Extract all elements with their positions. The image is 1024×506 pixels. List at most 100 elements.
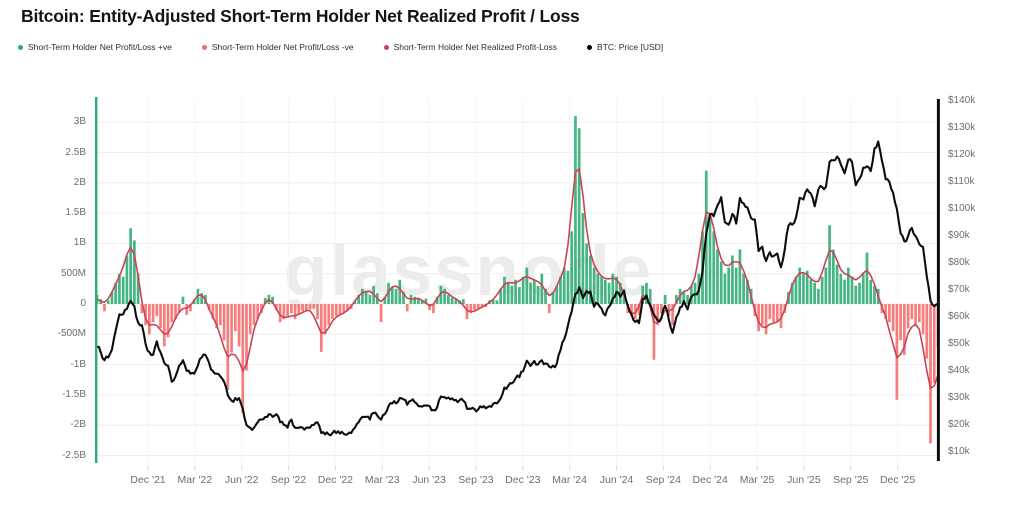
bar-net-profit [831, 249, 835, 304]
legend-item-label: Short-Term Holder Net Profit/Loss +ve [28, 42, 172, 52]
bar-net-loss [162, 304, 166, 347]
bar-net-loss [323, 304, 327, 335]
bar-net-loss [308, 304, 312, 310]
bar-net-loss [342, 304, 346, 314]
bar-net-profit [200, 293, 204, 304]
bar-net-loss [177, 304, 181, 314]
bar-net-profit [503, 276, 506, 304]
bar-net-profit [271, 296, 275, 304]
bar-net-loss [327, 304, 331, 326]
bar-net-loss [895, 304, 899, 400]
bar-net-loss [772, 304, 775, 323]
bar-net-loss [297, 304, 301, 315]
bar-net-profit [417, 299, 420, 304]
bar-net-loss [921, 304, 925, 335]
bar-net-profit [424, 298, 428, 304]
bar-net-profit [611, 273, 615, 304]
left-axis-tick-label: 500M [60, 267, 86, 279]
bar-net-profit [263, 297, 267, 304]
bar-net-loss [334, 304, 338, 317]
bar-net-profit [402, 291, 405, 304]
bar-net-loss [230, 304, 233, 353]
bar-net-profit [596, 273, 600, 304]
right-axis-tick-label: $120k [948, 149, 976, 160]
bar-net-profit [181, 296, 185, 304]
x-axis-tick-label: Dec '22 [317, 474, 354, 486]
bar-net-loss [764, 304, 768, 335]
chart-title: Bitcoin: Entity-Adjusted Short-Term Hold… [21, 6, 580, 26]
legend-item-3[interactable]: BTC: Price [USD] [587, 42, 663, 52]
bar-net-loss [211, 304, 215, 320]
bar-net-loss [241, 304, 245, 414]
bar-net-profit [364, 291, 368, 304]
bar-net-profit [454, 299, 458, 304]
net-realized-pl-line [96, 167, 939, 390]
bar-net-profit [357, 294, 360, 304]
bar-net-profit [368, 294, 372, 304]
bar-net-profit [689, 285, 693, 304]
legend-item-1[interactable]: Short-Term Holder Net Profit/Loss -ve [201, 42, 354, 52]
bar-net-profit [136, 273, 140, 304]
legend-item-0[interactable]: Short-Term Holder Net Profit/Loss +ve [18, 42, 172, 52]
bar-net-profit [742, 273, 745, 304]
bar-net-loss [473, 304, 476, 311]
bar-net-profit [398, 279, 402, 304]
legend-item-2[interactable]: Short-Term Holder Net Realized Profit-Lo… [383, 42, 557, 52]
bar-net-profit [118, 273, 121, 304]
bar-net-loss [884, 304, 888, 320]
legend: Short-Term Holder Net Profit/Loss +ve Sho… [18, 42, 663, 52]
bar-net-profit [835, 264, 839, 304]
bar-net-loss [760, 304, 764, 326]
bar-net-loss [768, 304, 772, 320]
x-axis-tick-label: Dec '24 [692, 474, 728, 486]
legend-dot-icon [201, 44, 207, 50]
right-axis-tick-label: $50k [948, 338, 970, 349]
bar-net-profit [387, 282, 390, 304]
bar-net-profit [447, 294, 450, 304]
bar-net-loss [891, 304, 895, 332]
bar-net-loss [237, 304, 241, 347]
bar-net-profit [794, 276, 798, 304]
bar-net-loss [338, 304, 342, 315]
bar-net-loss [174, 304, 177, 320]
bar-net-loss [252, 304, 256, 326]
bar-net-profit [873, 285, 876, 304]
right-axis-tick-label: $100k [948, 203, 976, 214]
left-axis-tick-label: 2.5B [65, 146, 86, 158]
bar-net-profit [589, 255, 592, 304]
bar-net-profit [439, 285, 443, 304]
bar-net-profit [648, 288, 652, 304]
bar-net-profit [383, 296, 387, 304]
bar-net-loss [286, 304, 289, 317]
bar-net-loss [170, 304, 174, 323]
bar-net-profit [574, 116, 577, 304]
btc-price-line [96, 140, 939, 437]
bar-net-profit [361, 288, 364, 304]
bar-net-profit [600, 276, 603, 304]
bar-net-profit [413, 296, 417, 304]
bar-net-profit [813, 282, 816, 304]
bar-net-loss [775, 304, 779, 321]
right-axis-tick-label: $20k [948, 419, 970, 430]
bar-net-loss [304, 304, 308, 311]
x-axis-tick-label: Mar '23 [364, 474, 400, 486]
bar-net-profit [133, 240, 136, 304]
bar-net-profit [828, 225, 831, 304]
bar-net-profit [839, 273, 843, 304]
bar-net-profit [858, 282, 861, 304]
bar-net-loss [248, 304, 252, 335]
bar-net-profit [712, 231, 716, 304]
bar-net-profit [802, 273, 805, 304]
bar-net-loss [226, 304, 230, 391]
plot-area[interactable] [95, 97, 940, 472]
bar-net-profit [555, 285, 559, 304]
bar-net-profit [615, 276, 618, 304]
bar-net-profit [675, 294, 678, 304]
bar-net-loss [346, 304, 349, 312]
left-axis-tick-label: 3B [73, 116, 86, 128]
bar-net-profit [540, 273, 544, 304]
bar-net-profit [603, 279, 607, 304]
bar-net-loss [275, 304, 278, 311]
x-axis-tick-label: Sep '23 [458, 474, 494, 486]
bar-net-loss [779, 304, 783, 329]
